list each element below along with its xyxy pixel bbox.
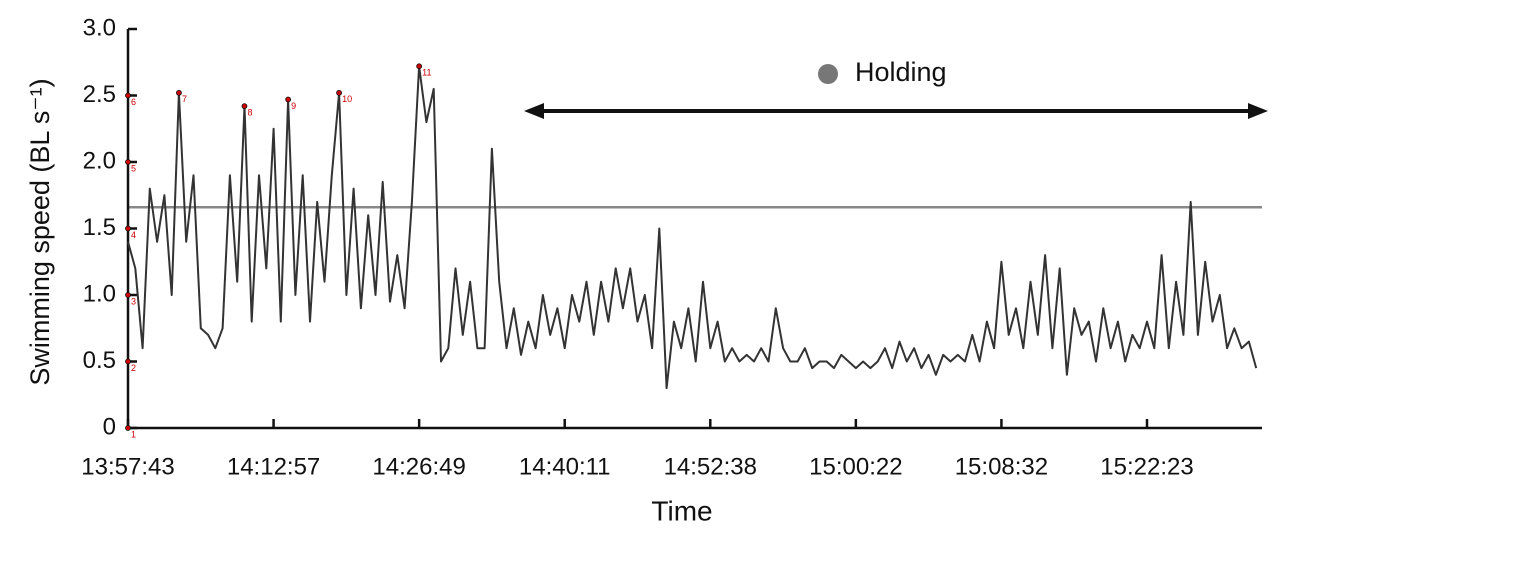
annotation-point: [125, 92, 131, 99]
annotation-label: 6: [131, 97, 136, 107]
y-tick-label: 0: [103, 413, 116, 440]
annotation-point: [336, 89, 342, 96]
annotation-point: [125, 159, 131, 165]
annotation-point: [285, 96, 292, 103]
x-axis-label: Time: [651, 495, 712, 526]
x-tick-label: 14:12:57: [227, 453, 320, 480]
x-tick-label: 15:22:23: [1100, 453, 1193, 480]
x-tick-label: 13:57:43: [81, 453, 174, 480]
annotation-point: [416, 63, 423, 70]
holding-marker: [818, 64, 838, 84]
annotation-point: [176, 89, 182, 96]
x-tick-label: 15:08:32: [955, 453, 1048, 480]
y-tick-label: 1.5: [83, 214, 116, 241]
y-tick-label: 1.0: [83, 280, 116, 307]
annotation-label: 4: [131, 230, 136, 240]
y-tick-label: 0.5: [83, 347, 116, 374]
x-tick-label: 15:00:22: [809, 453, 902, 480]
annotation-label: 5: [131, 163, 136, 173]
annotation-point: [125, 225, 131, 232]
annotation-label: 2: [131, 363, 136, 373]
annotation-point: [125, 425, 131, 431]
annotation-label: 3: [131, 296, 136, 306]
y-tick-label: 3.0: [83, 14, 116, 41]
x-tick-label: 14:40:11: [519, 453, 611, 480]
annotation-point: [241, 103, 248, 110]
y-axis-label: Swimming speed (BL s⁻¹): [25, 78, 55, 385]
y-tick-label: 2.5: [83, 81, 116, 108]
annotation-label: 7: [182, 94, 187, 104]
annotation-label: 8: [247, 108, 252, 118]
x-tick-label: 14:26:49: [372, 453, 465, 480]
arrow-head: [1248, 103, 1268, 119]
annotation-label: 9: [291, 101, 296, 111]
arrow-head: [524, 103, 544, 119]
y-tick-label: 2.0: [83, 147, 116, 174]
annotation-label: 11: [422, 68, 431, 78]
annotation-point: [125, 358, 131, 365]
data-line: [127, 65, 1258, 390]
holding-label: Holding: [855, 57, 947, 87]
annotation-point: [125, 292, 131, 298]
annotation-label: 1: [131, 429, 136, 439]
x-tick-label: 14:52:38: [664, 453, 757, 480]
annotation-label: 10: [342, 94, 352, 104]
